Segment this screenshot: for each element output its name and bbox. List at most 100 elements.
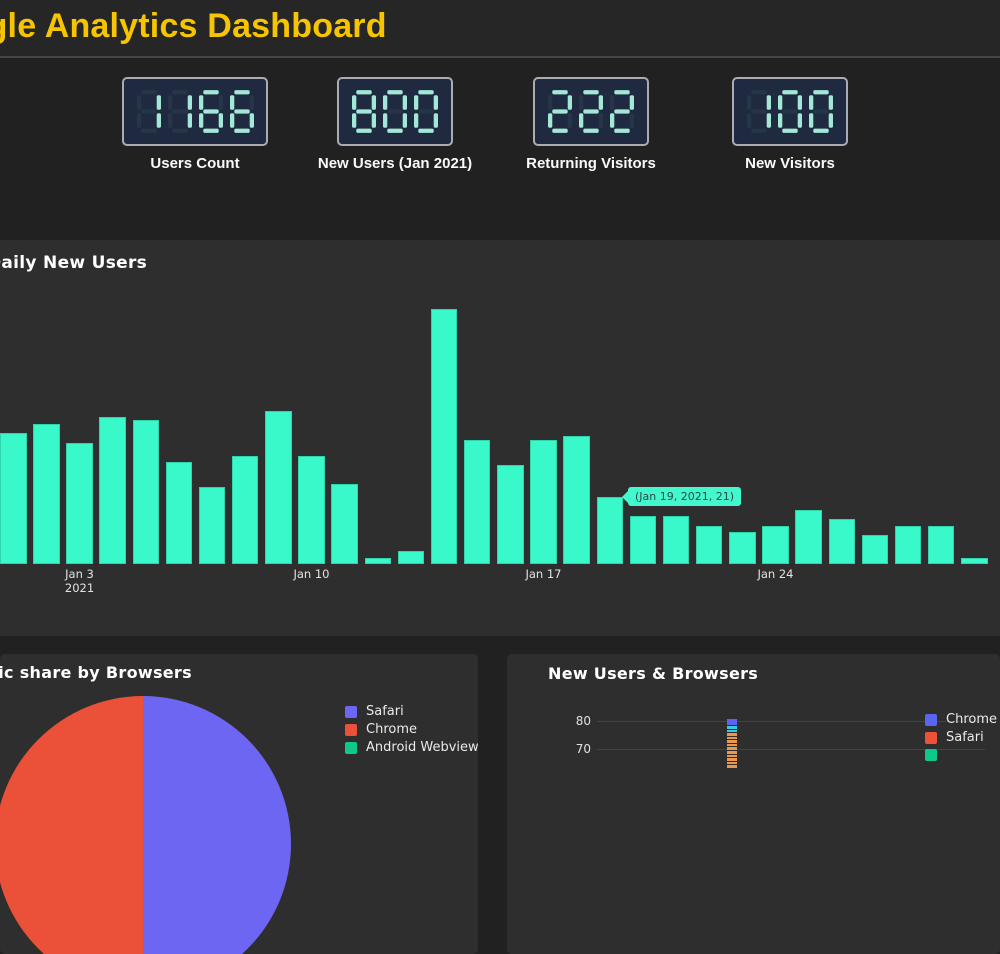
lcd-digit — [809, 90, 833, 133]
bar-jan-23[interactable] — [729, 532, 756, 564]
lcd-digit — [579, 90, 603, 133]
x-tick-label: Jan 24 — [757, 567, 794, 581]
chart-title: Daily New Users — [0, 253, 148, 273]
y-tick-80: 80 — [575, 714, 591, 728]
legend-swatch — [925, 749, 937, 761]
bar-jan-15[interactable] — [463, 440, 491, 564]
pie-legend: Safari Chrome Android Webview — [345, 705, 478, 754]
counter-label: Users Count — [150, 155, 240, 172]
lcd-digit — [383, 90, 407, 133]
bar-jan-17[interactable] — [530, 440, 557, 564]
stack-segment — [727, 726, 737, 729]
bar-jan-14[interactable] — [430, 309, 458, 564]
bar-plot: (Jan 19, 2021, 21) — [0, 240, 1000, 564]
legend-item-android-webview[interactable]: Android Webview — [345, 741, 478, 754]
legend-label: Chrome — [366, 722, 417, 737]
lcd-display — [732, 77, 848, 146]
bar-jan-11[interactable] — [331, 484, 358, 564]
legend-item-chrome[interactable]: Chrome — [925, 713, 997, 726]
stack-stripe — [727, 758, 737, 761]
lcd-digit — [198, 90, 223, 133]
traffic-share-panel: Traffic share by Browsers Safari Chrome An… — [0, 654, 478, 954]
bar-jan-20[interactable] — [629, 516, 657, 564]
counter-returning-visitors: Returning Visitors — [526, 77, 656, 172]
bar-jan-28[interactable] — [894, 526, 922, 564]
stack-stripe — [727, 740, 737, 743]
stack-stripe — [727, 733, 737, 736]
lcd-display — [533, 77, 649, 146]
stacked-bar[interactable] — [727, 719, 737, 769]
chart-tooltip: (Jan 19, 2021, 21) — [628, 487, 742, 506]
bar-jan-6[interactable] — [165, 462, 193, 564]
lcd-digit — [778, 90, 802, 133]
lcd-digit — [548, 90, 572, 133]
bar-jan-18[interactable] — [563, 436, 590, 564]
legend-label: Android Webview — [366, 740, 478, 755]
pie-chart[interactable] — [0, 696, 291, 954]
stack-stripe — [727, 761, 737, 765]
bar-jan-1[interactable] — [0, 433, 27, 564]
lcd-digit — [414, 90, 438, 133]
bar-jan-12[interactable] — [364, 558, 392, 564]
new-users-browsers-panel: New Users & Browsers 80 70 Chrome Safari — [507, 654, 1000, 954]
stack-segment — [727, 729, 737, 732]
lcd-display — [122, 77, 268, 146]
counter-new-users: New Users (Jan 2021) — [318, 77, 472, 172]
counter-new-visitors: New Visitors — [732, 77, 848, 172]
legend-label: Chrome — [946, 712, 997, 727]
bar-jan-7[interactable] — [198, 487, 226, 564]
legend-item-safari[interactable]: Safari — [345, 705, 478, 718]
bar-jan-29[interactable] — [927, 526, 955, 564]
legend-swatch — [345, 723, 357, 736]
counter-label: New Users (Jan 2021) — [317, 155, 473, 172]
bar-jan-25[interactable] — [795, 510, 822, 564]
x-axis: Jan 3 2021 Jan 10 Jan 17 Jan 24 — [0, 564, 1000, 624]
bar-jan-3[interactable] — [66, 443, 93, 564]
stack-stripe — [727, 743, 737, 747]
legend-item-clipped[interactable] — [925, 749, 997, 761]
legend-swatch — [345, 705, 357, 718]
x-tick-label: Jan 17 — [525, 567, 562, 581]
chart-title: Traffic share by Browsers — [0, 663, 192, 682]
bar-jan-2[interactable] — [33, 424, 60, 564]
legend-label: Safari — [946, 730, 984, 745]
bar-jan-19[interactable] — [596, 497, 624, 564]
stack-stripe — [727, 754, 737, 758]
y-tick-70: 70 — [575, 742, 591, 756]
bar-jan-24[interactable] — [762, 526, 789, 564]
legend-label: Safari — [366, 704, 404, 719]
legend-swatch — [925, 713, 937, 726]
legend-item-safari[interactable]: Safari — [925, 731, 997, 744]
stack-legend: Chrome Safari — [925, 713, 997, 761]
counter-label: New Visitors — [745, 155, 835, 172]
counter-users-count: Users Count — [122, 77, 268, 172]
bar-jan-5[interactable] — [132, 420, 160, 564]
bar-jan-27[interactable] — [861, 535, 889, 564]
bar-jan-26[interactable] — [828, 519, 855, 564]
bar-jan-21[interactable] — [662, 516, 690, 564]
bar-jan-10[interactable] — [298, 456, 325, 564]
bar-jan-16[interactable] — [497, 465, 524, 564]
stack-stripe — [727, 736, 737, 740]
stack-stripe — [727, 747, 737, 750]
legend-item-chrome[interactable]: Chrome — [345, 723, 478, 736]
lcd-display — [337, 77, 453, 146]
lcd-digit — [610, 90, 634, 133]
bar-jan-22[interactable] — [695, 526, 723, 564]
lcd-digit — [136, 90, 161, 133]
x-tick-label: Jan 10 — [293, 567, 330, 581]
app-header: Google Analytics Dashboard — [0, 0, 1000, 58]
lcd-digit — [747, 90, 771, 133]
bar-jan-9[interactable] — [265, 411, 292, 564]
lcd-digit — [229, 90, 254, 133]
bar-jan-4[interactable] — [99, 417, 126, 564]
chart-title: New Users & Browsers — [548, 664, 759, 683]
bar-jan-30[interactable] — [961, 558, 988, 564]
gridline-80 — [597, 721, 985, 722]
bar-jan-8[interactable] — [231, 456, 259, 564]
stack-segment — [727, 719, 737, 725]
legend-swatch — [345, 741, 357, 754]
lcd-digit — [167, 90, 192, 133]
legend-swatch — [925, 731, 937, 744]
bar-jan-13[interactable] — [397, 551, 425, 564]
